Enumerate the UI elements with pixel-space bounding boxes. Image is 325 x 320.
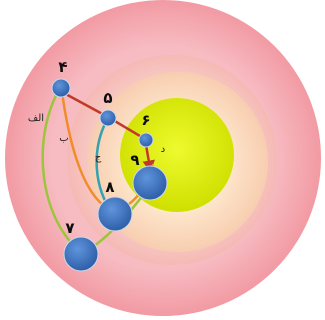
path-label-alef: الف (28, 113, 44, 124)
path-label-jim: ج (95, 152, 102, 163)
node-6-label: ۶ (141, 111, 150, 129)
node-5 (99, 109, 117, 127)
node-7 (63, 236, 99, 272)
node-8 (97, 196, 133, 232)
path-label-be: ب (59, 133, 68, 144)
node-8-label: ۸ (105, 178, 114, 196)
path-red (61, 90, 155, 173)
node-9 (132, 165, 168, 201)
path-label-dal: د (161, 144, 165, 155)
node-4-label: ۴ (58, 58, 67, 76)
node-6 (138, 132, 154, 148)
node-7-label: ۷ (65, 219, 74, 237)
node-4 (51, 78, 71, 98)
node-5-label: ۵ (103, 89, 112, 107)
node-9-label: ۹ (130, 151, 139, 169)
